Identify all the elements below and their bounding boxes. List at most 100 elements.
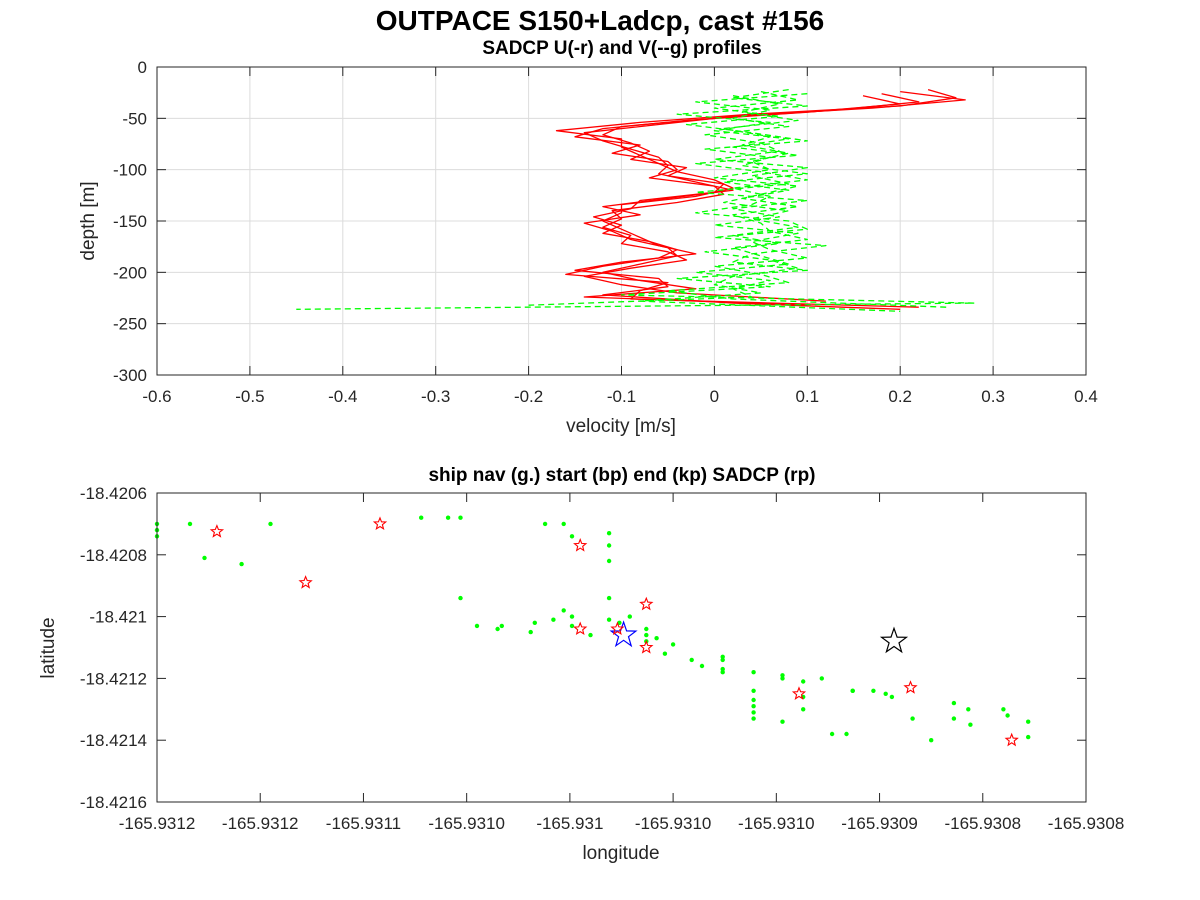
velocity-x-tick-label: -0.6 [142, 387, 171, 406]
velocity-x-tick-label: -0.4 [328, 387, 357, 406]
velocity-y-tick-label: -300 [113, 366, 147, 385]
nav-y-tick-label: -18.4212 [80, 669, 147, 688]
velocity-profile-line [667, 93, 947, 308]
nav-point [871, 688, 876, 693]
velocity-x-axis-label: velocity [m/s] [566, 416, 676, 437]
nav-chart-title: ship nav (g.) start (bp) end (kp) SADCP … [428, 465, 815, 486]
nav-point [819, 676, 824, 681]
velocity-ticks: -0.6 -0.5 -0.4 -0.3 -0.2 -0.1 0 0.1 0.2 0.3 0.4 0 -5… [113, 58, 1098, 406]
nav-point [751, 688, 756, 693]
velocity-series-v [296, 88, 976, 312]
nav-point [419, 515, 424, 520]
velocity-x-tick-label: 0 [710, 387, 719, 406]
nav-point [1005, 713, 1010, 718]
velocity-y-tick-label: -100 [113, 161, 147, 180]
nav-point [910, 716, 915, 721]
nav-point [606, 531, 612, 536]
nav-point [239, 561, 244, 567]
velocity-x-tick-label: -0.2 [514, 387, 543, 406]
nav-point [627, 614, 632, 619]
velocity-x-tick-label: 0.3 [981, 387, 1005, 406]
nav-point [829, 731, 835, 737]
nav-point [268, 521, 273, 527]
nav-point [606, 543, 612, 548]
nav-point [1026, 719, 1031, 724]
nav-series-group [154, 515, 1031, 747]
nav-point [569, 623, 575, 629]
nav-point [951, 700, 957, 706]
nav-point [542, 521, 548, 527]
nav-point [499, 623, 504, 629]
nav-point [606, 558, 612, 564]
nav-y-tick-label: -18.4214 [80, 731, 147, 750]
nav-y-axis-label: latitude [38, 617, 59, 678]
sadcp-star-marker [639, 640, 654, 654]
nav-point [801, 707, 806, 712]
nav-x-tick-label: -165.931 [536, 814, 603, 833]
nav-point [751, 704, 756, 709]
nav-point [202, 555, 207, 561]
nav-point [670, 642, 676, 647]
nav-ticks: -165.9312 -165.9312 -165.9311 -165.9310 -165… [80, 484, 1124, 833]
nav-point [445, 515, 451, 520]
velocity-y-tick-label: -150 [113, 212, 147, 231]
nav-point [561, 521, 566, 527]
velocity-y-tick-label: -50 [122, 109, 147, 128]
nav-point [689, 657, 694, 663]
sadcp-star-marker [639, 596, 654, 611]
velocity-profile-line [565, 93, 920, 308]
nav-point [720, 666, 725, 672]
nav-point [654, 636, 659, 641]
nav-point [780, 676, 785, 681]
sadcp-star-marker [209, 524, 225, 538]
nav-x-tick-label: -165.9309 [841, 814, 918, 833]
nav-point [751, 710, 756, 715]
figure-title: OUTPACE S150+Ladcp, cast #156 [376, 5, 824, 36]
nav-point [644, 632, 649, 638]
nav-point [474, 623, 480, 629]
nav-point [720, 657, 725, 663]
velocity-profile-line [583, 90, 966, 306]
nav-axes-frame [156, 492, 1087, 803]
velocity-series-group [296, 88, 976, 312]
nav-point [751, 670, 756, 675]
velocity-y-tick-label: -200 [113, 263, 147, 282]
velocity-y-tick-label: -250 [113, 315, 147, 334]
nav-point [644, 626, 649, 632]
nav-point [187, 521, 193, 527]
nav-point [662, 651, 668, 656]
nav-point [780, 719, 785, 724]
nav-point [720, 670, 725, 675]
sadcp-star-marker [372, 516, 388, 531]
nav-point [588, 632, 593, 638]
velocity-profile-line [639, 95, 901, 312]
nav-y-tick-label: -18.4206 [80, 484, 147, 503]
velocity-x-tick-label: -0.5 [235, 387, 264, 406]
velocity-x-tick-label: 0.4 [1074, 387, 1098, 406]
velocity-profile-chart: SADCP U(-r) and V(--g) profiles -0.6 -0.5… [78, 38, 1098, 437]
nav-point [844, 731, 849, 737]
sadcp-star-marker [573, 621, 588, 635]
ship-nav-chart: ship nav (g.) start (bp) end (kp) SADCP … [38, 465, 1124, 864]
nav-x-axis-label: longitude [582, 843, 659, 864]
nav-point [1026, 734, 1031, 740]
nav-point [569, 534, 575, 539]
nav-x-tick-label: -165.9312 [222, 814, 299, 833]
velocity-x-tick-label: -0.1 [607, 387, 636, 406]
nav-y-tick-label: -18.4208 [80, 546, 147, 565]
nav-point [606, 595, 612, 601]
nav-point [966, 707, 971, 712]
velocity-x-tick-label: 0.1 [795, 387, 819, 406]
velocity-x-tick-label: 0.2 [888, 387, 912, 406]
velocity-series-u [555, 88, 966, 310]
velocity-y-axis-label: depth [m] [78, 181, 99, 260]
nav-point [528, 629, 533, 635]
nav-x-tick-label: -165.9310 [428, 814, 505, 833]
nav-x-tick-label: -165.9311 [326, 814, 401, 833]
velocity-y-tick-label: 0 [138, 58, 147, 77]
nav-point [801, 679, 806, 684]
nav-axes-background [156, 492, 1087, 803]
nav-point [561, 608, 566, 613]
nav-point [458, 515, 463, 520]
nav-point [889, 694, 895, 700]
